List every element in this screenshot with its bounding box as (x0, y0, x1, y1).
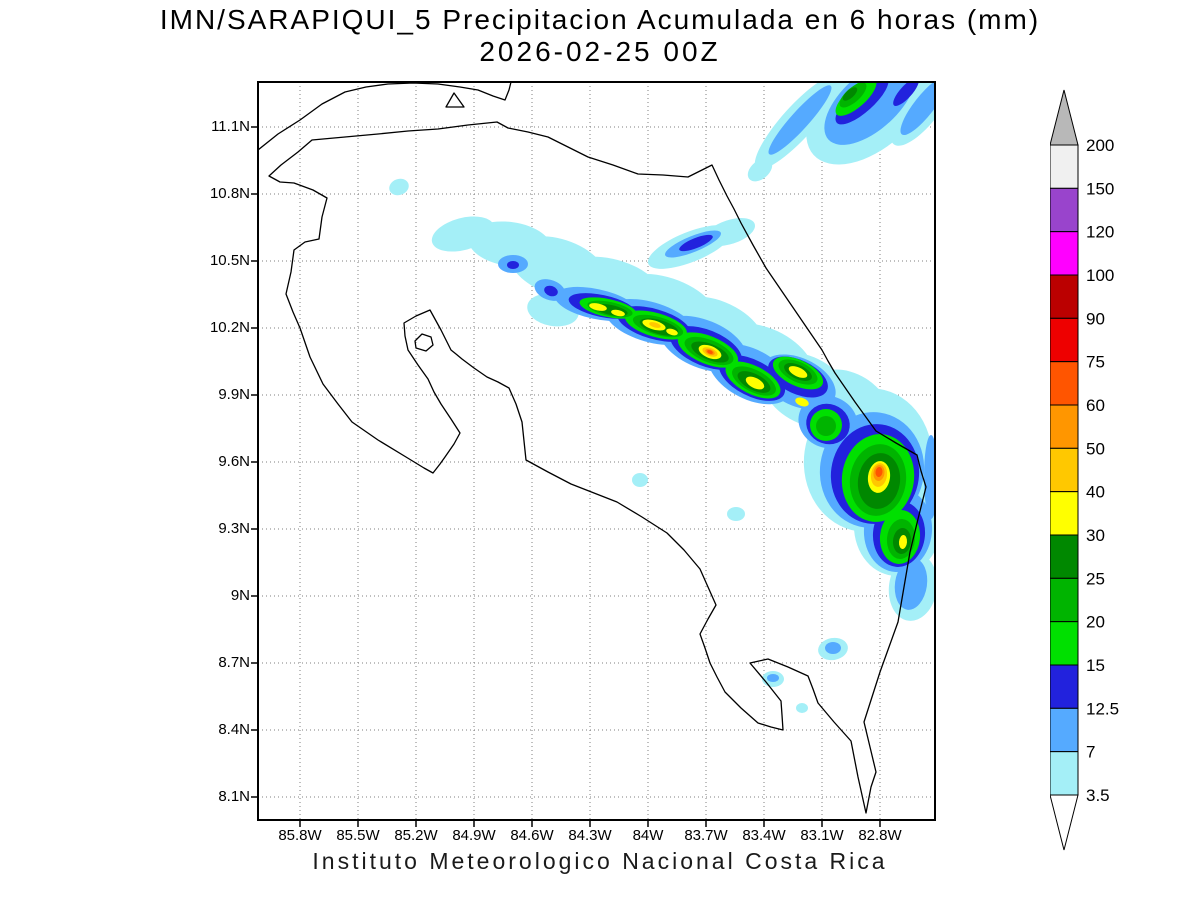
legend-label: 40 (1086, 483, 1105, 502)
legend-label: 100 (1086, 266, 1114, 285)
y-axis-label: 9.3N (218, 520, 250, 537)
legend-swatch (1049, 534, 1079, 579)
precip-cell-60 (707, 349, 713, 355)
legend-swatch (1049, 447, 1079, 493)
precipitation-shading (389, 82, 935, 713)
x-axis-label: 85.5W (336, 827, 380, 844)
legend-swatch (1049, 404, 1079, 449)
precip-cell-3.5 (796, 703, 808, 713)
legend-swatch (1049, 491, 1079, 536)
precip-cell-7 (900, 82, 935, 136)
x-axis-label: 84.9W (452, 827, 496, 844)
legend-swatch (1049, 751, 1079, 796)
page-title: IMN/SARAPIQUI_5 Precipitacion Acumulada … (159, 4, 1041, 35)
x-axis-label: 82.8W (858, 827, 902, 844)
precip-cell-20 (816, 416, 836, 436)
precip-cell-30 (745, 376, 765, 390)
legend-label: 15 (1086, 656, 1105, 675)
y-axis-label: 9.6N (218, 453, 250, 470)
y-axis-label: 10.5N (209, 252, 250, 269)
precip-cell-7 (768, 85, 832, 155)
legend-label: 50 (1086, 439, 1105, 458)
axis-ticks (251, 126, 881, 827)
precip-cell-7 (924, 435, 935, 519)
legend-swatch (1049, 187, 1079, 233)
y-axis-label: 10.2N (209, 319, 250, 336)
legend-swatch (1049, 621, 1079, 666)
precip-cell-12.5 (679, 234, 713, 252)
precip-cell-30 (795, 397, 809, 407)
precip-cell-30 (788, 366, 808, 378)
plot-border (257, 81, 936, 821)
legend-swatch (1049, 144, 1079, 189)
x-axis-label: 85.8W (278, 827, 322, 844)
legend-swatch (1049, 707, 1079, 753)
precip-cell-40 (649, 322, 661, 328)
y-axis-label: 8.4N (218, 721, 250, 738)
page-subtitle: 2026-02-25 00Z (479, 36, 721, 67)
precip-cell-12.5 (544, 285, 558, 297)
legend-swatch (1049, 577, 1079, 623)
x-axis-label: 83.7W (684, 827, 728, 844)
y-axis-label: 8.7N (218, 654, 250, 671)
precip-cell-30 (666, 328, 678, 336)
costa-rica-outline (268, 121, 927, 814)
legend-label: 60 (1086, 396, 1105, 415)
legend-label: 200 (1086, 136, 1114, 155)
precip-cell-30 (611, 309, 625, 317)
x-axis-label: 85.2W (394, 827, 438, 844)
legend-label: 7 (1086, 743, 1095, 762)
legend-label: 12.5 (1086, 699, 1119, 718)
precip-cell-30 (898, 535, 908, 549)
legend-label: 120 (1086, 223, 1114, 242)
lake-nicaragua-shore (258, 82, 512, 151)
precip-cell-12.5 (893, 82, 919, 106)
legend-swatch (1049, 361, 1079, 406)
x-axis-label: 83.4W (742, 827, 786, 844)
precip-cell-25 (842, 87, 858, 101)
color-legend: 200 150 120 100 90 75 60 50 40 30 25 20 15 12.5 7 3.5 (1049, 85, 1170, 860)
legend-label: 30 (1086, 526, 1105, 545)
legend-label: 75 (1086, 353, 1105, 372)
x-axis-label: 83.1W (800, 827, 844, 844)
legend-swatch (1049, 274, 1079, 319)
x-axis-label: 84.3W (568, 827, 612, 844)
precip-cell-7 (825, 642, 841, 654)
y-axis-label: 8.1N (218, 788, 250, 805)
y-axis-label: 10.8N (209, 185, 250, 202)
legend-label: 3.5 (1086, 786, 1110, 805)
legend-label: 20 (1086, 613, 1105, 632)
x-axis-label: 84.6W (510, 827, 554, 844)
legend-arrow-below (1049, 794, 1079, 851)
chira-island (414, 333, 434, 352)
legend-arrow-above (1049, 89, 1079, 146)
precip-cell-7 (767, 674, 779, 682)
precip-cell-3.5 (389, 178, 409, 196)
precip-cell-12.5 (507, 261, 519, 269)
legend-swatch (1049, 317, 1079, 363)
x-axis-label: 84W (632, 827, 664, 844)
legend-swatch (1049, 664, 1079, 709)
legend-label: 150 (1086, 179, 1114, 198)
precip-cell-30 (589, 303, 607, 311)
precip-cell-3.5 (632, 473, 648, 487)
lake-island (445, 92, 465, 108)
y-axis-label: 11.1N (211, 118, 250, 135)
legend-swatch (1049, 231, 1079, 276)
precip-cell-60 (875, 467, 883, 477)
y-axis-label: 9N (230, 587, 250, 604)
y-axis-label: 9.9N (218, 386, 250, 403)
footer-caption: Instituto Meteorologico Nacional Costa R… (312, 848, 888, 874)
precip-cell-3.5 (727, 507, 745, 521)
map-canvas (251, 81, 936, 827)
legend-label: 90 (1086, 309, 1105, 328)
legend-label: 25 (1086, 569, 1105, 588)
